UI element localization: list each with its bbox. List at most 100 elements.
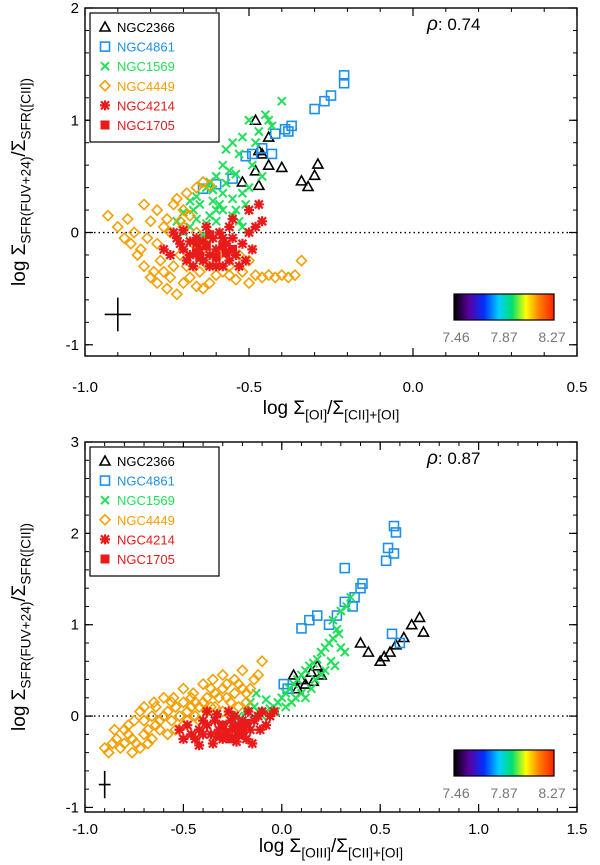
legend-marker: [100, 554, 110, 564]
data-point: [165, 696, 178, 709]
data-point: [128, 714, 141, 727]
data-point: [181, 255, 192, 266]
data-point: [190, 181, 203, 194]
series-ngc1705: [214, 718, 251, 744]
data-point: [106, 737, 119, 750]
legend-label: NGC1569: [117, 59, 175, 74]
data-point: [388, 548, 400, 559]
data-point: [205, 230, 215, 240]
data-point: [160, 282, 174, 295]
legend-label: NGC4449: [117, 79, 175, 94]
data-point: [237, 132, 248, 142]
data-point: [110, 732, 123, 746]
data-point: [316, 647, 326, 657]
data-point: [319, 95, 330, 107]
data-point: [208, 185, 218, 195]
data-point: [240, 255, 251, 266]
colorbar-tick-label: 8.27: [538, 329, 565, 345]
data-point: [249, 715, 260, 726]
data-point: [141, 231, 154, 245]
data-point: [264, 711, 275, 722]
data-point: [180, 187, 193, 200]
data-point: [308, 168, 321, 181]
data-point: [260, 109, 271, 120]
legend-label: NGC2366: [117, 20, 175, 35]
legend-box: [89, 12, 220, 143]
data-point: [231, 736, 242, 747]
legend-marker: [98, 20, 112, 32]
data-point: [191, 233, 202, 244]
data-point: [245, 724, 256, 735]
data-point: [252, 178, 266, 191]
data-point: [147, 265, 161, 278]
data-point: [133, 705, 147, 718]
data-point: [288, 269, 302, 282]
data-point: [236, 664, 249, 677]
data-point: [339, 562, 351, 574]
data-point: [354, 636, 367, 648]
data-point: [189, 696, 202, 709]
data-point: [232, 700, 245, 714]
data-point: [196, 282, 210, 295]
colorbar-tick-label: 7.87: [490, 329, 517, 345]
data-point: [295, 254, 308, 267]
data-point: [306, 683, 317, 694]
data-point: [186, 729, 197, 740]
data-point: [253, 199, 264, 210]
data-point: [174, 724, 185, 735]
legend-label: NGC4214: [117, 532, 175, 547]
data-point: [266, 148, 278, 160]
data-point: [257, 706, 268, 717]
data-point: [386, 628, 398, 640]
data-point: [389, 638, 403, 650]
data-point: [193, 700, 206, 714]
colorbar: [453, 749, 555, 777]
data-point: [227, 194, 238, 204]
data-point: [296, 623, 307, 634]
data-point: [147, 696, 161, 709]
data-point: [202, 706, 213, 717]
y-tick-label: 2: [71, 525, 79, 542]
data-point: [213, 724, 224, 735]
data-point: [339, 596, 351, 608]
legend-marker: [98, 79, 112, 92]
data-point: [234, 729, 244, 739]
data-point: [279, 123, 291, 135]
data-point: [268, 706, 279, 717]
data-point: [204, 682, 218, 695]
data-point: [231, 205, 241, 215]
scatter-panel-bottom: -1.0 -0.5 0.0 0.5 1.0 1.5 -1 0 1 2 3 log Σ[OIII]/Σ[…: [9, 434, 587, 860]
data-point: [314, 668, 328, 680]
legend: NGC2366 NGC4861 NGC1569 NGC4449 NGC4214 NGC17…: [89, 446, 220, 577]
data-point: [128, 226, 141, 239]
data-point: [388, 520, 400, 532]
data-point: [211, 216, 221, 226]
data-point: [249, 269, 262, 282]
data-point: [224, 221, 235, 232]
data-point: [158, 244, 169, 255]
data-point: [262, 269, 275, 282]
y-tick-label: 2: [71, 0, 79, 17]
data-point: [196, 677, 210, 691]
data-point: [301, 179, 315, 192]
data-point: [151, 237, 164, 250]
data-point: [217, 233, 228, 244]
data-point: [221, 144, 231, 155]
data-point: [281, 702, 291, 712]
y-axis-label: log ΣSFR(FUV+24)/ΣSFR([CII]): [9, 523, 33, 731]
data-point: [207, 738, 218, 749]
scatter-panel-top: -1.0 -0.5 0.0 0.5 -1 0 1 2 log Σ[OI]/Σ[CII]+[OI]…: [9, 0, 587, 422]
data-point: [190, 733, 201, 744]
data-point: [114, 741, 127, 755]
data-point: [184, 249, 195, 260]
correlation-label: ρ: 0.74: [426, 14, 480, 35]
data-point: [362, 645, 375, 657]
data-point: [304, 614, 315, 626]
data-point: [226, 734, 236, 744]
data-point: [229, 711, 240, 722]
data-point: [269, 271, 282, 284]
data-point: [234, 261, 245, 272]
data-point: [249, 164, 262, 176]
x-tick-label: 0.5: [370, 821, 391, 838]
data-point: [165, 714, 178, 727]
